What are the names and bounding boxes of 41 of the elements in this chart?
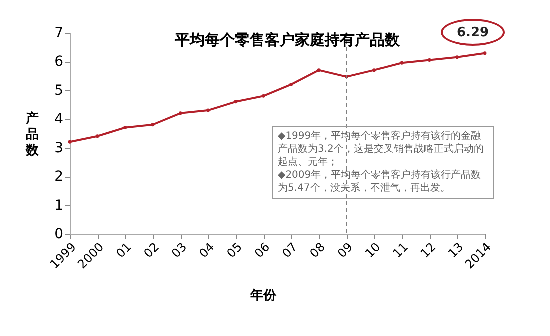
x-tick-label: 04: [196, 240, 218, 261]
point: [290, 82, 294, 86]
point: [96, 134, 100, 138]
annotation: ◆1999年，平均每个零售客户持有该行的金融产品数为3.2个，这是交叉销售战略正式启动的起点、元年； ◆2009年，平均每个零售客户持有该行产品数为5.47个，没关系，不泄气，再出发。: [272, 126, 494, 199]
point: [178, 112, 182, 116]
point: [68, 140, 72, 144]
point: [372, 68, 376, 72]
x-tick-label: 03: [168, 240, 190, 261]
point: [124, 126, 128, 130]
point: [400, 61, 404, 65]
x-tick-label: 10: [362, 240, 384, 261]
x-tick-label: 01: [114, 240, 134, 261]
x-tick-label: 09: [334, 240, 356, 261]
x-tick-label: 06: [252, 240, 273, 261]
x-tick-label: 11: [390, 240, 411, 261]
point: [456, 56, 460, 60]
x-tick-label: 13: [446, 240, 466, 261]
y-tick-label: 2: [54, 169, 64, 186]
x-tick-label: 07: [280, 240, 300, 261]
y-tick-label: 6: [54, 54, 64, 70]
y-tick-label: 1: [54, 198, 64, 214]
point: [317, 68, 321, 72]
point: [234, 100, 238, 104]
x-tick-label: 08: [307, 240, 328, 261]
data-label: 6.29: [456, 25, 490, 40]
y-tick-label: 7: [54, 26, 64, 42]
chart-title: 平均每个零售客户家庭持有产品数: [174, 31, 401, 49]
y-tick-label: 4: [54, 112, 64, 128]
x-tick-label: 05: [224, 240, 245, 261]
y-axis-title: 产品数: [25, 110, 40, 158]
x-tick-label: 02: [141, 240, 162, 261]
y-tick-label: 0: [54, 226, 64, 242]
point: [206, 108, 210, 112]
point: [151, 123, 155, 127]
y-tick-label: 5: [54, 82, 64, 99]
point: [483, 52, 487, 56]
x-tick-label: 12: [418, 240, 439, 261]
x-axis-title: 年份: [250, 288, 278, 304]
y-tick-label: 3: [54, 140, 64, 156]
point: [428, 58, 432, 62]
point: [262, 94, 266, 98]
